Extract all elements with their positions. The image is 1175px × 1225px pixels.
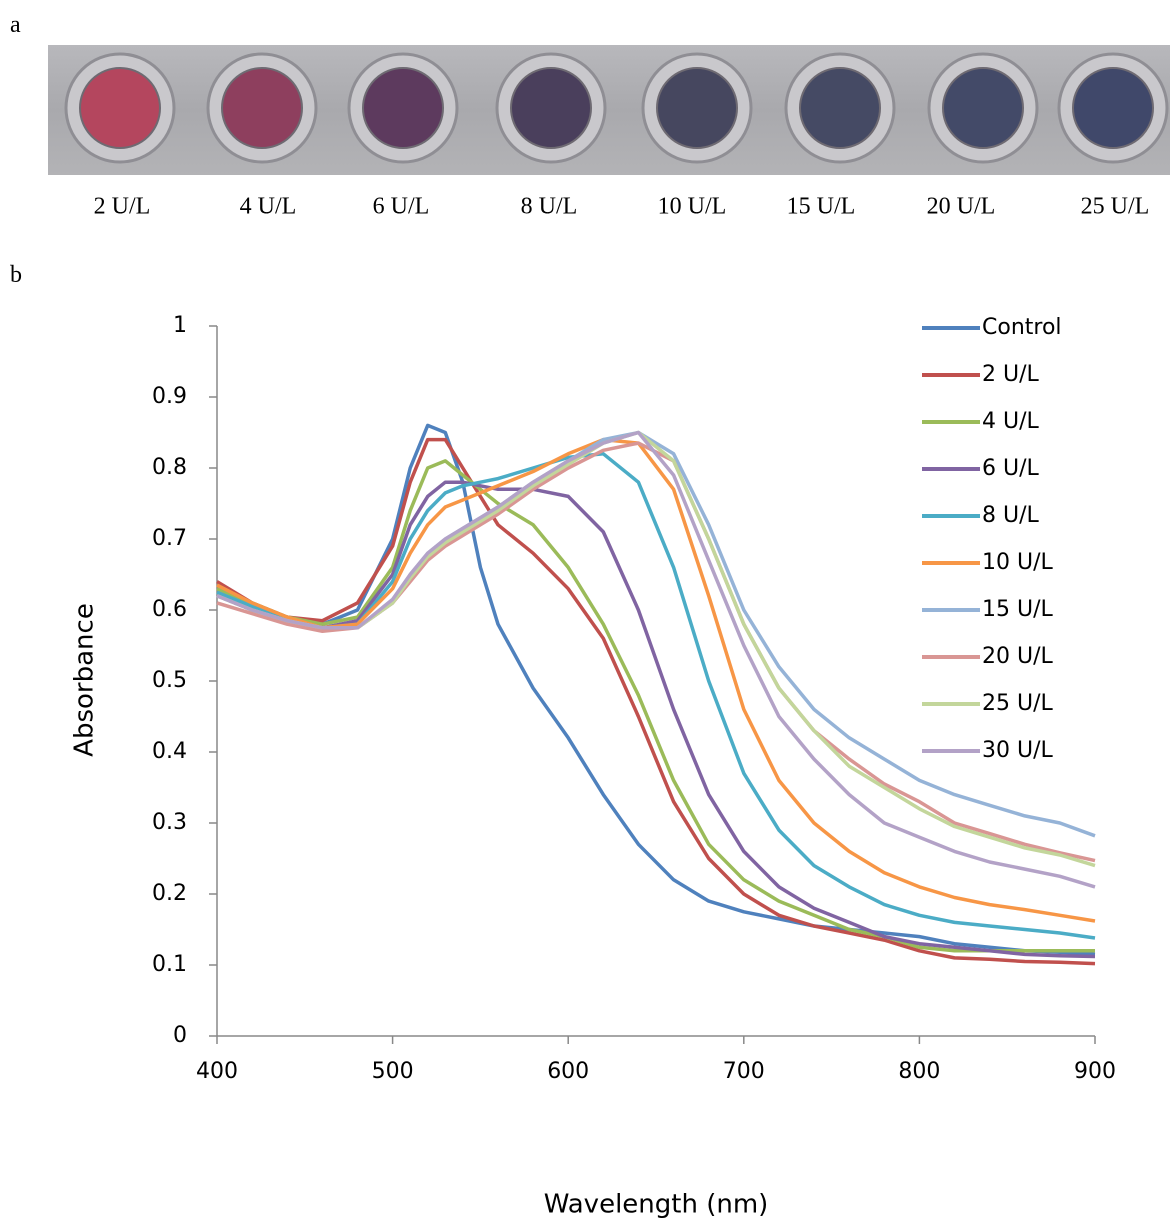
well bbox=[221, 67, 303, 149]
x-tick-label: 600 bbox=[547, 1059, 589, 1084]
well bbox=[799, 67, 881, 149]
x-tick-label: 800 bbox=[898, 1059, 940, 1084]
x-tick-label: 400 bbox=[196, 1059, 238, 1084]
legend-label: 8 U/L bbox=[982, 503, 1040, 528]
x-axis-title: Wavelength (nm) bbox=[544, 1190, 769, 1220]
legend-label: 2 U/L bbox=[982, 362, 1040, 387]
series-line bbox=[216, 430, 1096, 889]
y-tick-label: 0.4 bbox=[152, 739, 187, 764]
legend-label: 25 U/L bbox=[982, 691, 1054, 716]
y-tick-label: 0.1 bbox=[152, 952, 187, 977]
y-tick-label: 0.5 bbox=[152, 668, 187, 693]
y-axis-title: Absorbance bbox=[70, 603, 100, 757]
well-label: 4 U/L bbox=[240, 194, 297, 220]
y-tick-label: 0.2 bbox=[152, 881, 187, 906]
x-tick-label: 700 bbox=[723, 1059, 765, 1084]
legend-label: 15 U/L bbox=[982, 597, 1054, 622]
panel-label: a bbox=[10, 12, 21, 38]
series-line bbox=[216, 480, 1096, 959]
well-label: 25 U/L bbox=[1081, 194, 1150, 220]
series-line bbox=[216, 430, 1096, 868]
y-tick-label: 0 bbox=[173, 1023, 187, 1048]
legend-label: 6 U/L bbox=[982, 456, 1040, 481]
legend-label: 10 U/L bbox=[982, 550, 1054, 575]
well-photo: 2 U/L 4 U/L 6 U/L 8 U/L 10 U/L 15 U/L 20 U/L 25… bbox=[48, 45, 1170, 220]
well-label: 8 U/L bbox=[521, 194, 578, 220]
series-line bbox=[216, 452, 1096, 940]
legend-label: Control bbox=[982, 315, 1062, 340]
series-line bbox=[216, 459, 1095, 953]
series-line bbox=[216, 430, 1096, 838]
well-label: 20 U/L bbox=[927, 194, 996, 220]
well bbox=[1072, 67, 1154, 149]
well-label: 10 U/L bbox=[658, 194, 727, 220]
y-tick-label: 0.6 bbox=[152, 597, 187, 622]
well bbox=[79, 67, 161, 149]
well bbox=[942, 67, 1024, 149]
well bbox=[510, 67, 592, 149]
series-line bbox=[216, 437, 1096, 966]
series-line bbox=[216, 437, 1096, 923]
y-tick-label: 0.9 bbox=[152, 384, 187, 409]
well bbox=[656, 67, 738, 149]
y-tick-label: 0.3 bbox=[152, 810, 187, 835]
x-tick-label: 900 bbox=[1074, 1059, 1116, 1084]
well-label: 6 U/L bbox=[373, 194, 430, 220]
series-line bbox=[216, 423, 1096, 957]
legend-label: 4 U/L bbox=[982, 409, 1040, 434]
chart: Absorbance Wavelength (nm) 0 0.1 0.2 0.3 0.4… bbox=[70, 313, 1117, 1220]
well bbox=[362, 67, 444, 149]
legend-label: 30 U/L bbox=[982, 738, 1054, 763]
well-label: 15 U/L bbox=[787, 194, 856, 220]
legend-label: 20 U/L bbox=[982, 644, 1054, 669]
y-tick-label: 0.7 bbox=[152, 526, 187, 551]
y-tick-label: 0.8 bbox=[152, 455, 187, 480]
panel-label: b bbox=[10, 262, 22, 288]
x-tick-label: 500 bbox=[372, 1059, 414, 1084]
y-tick-label: 1 bbox=[173, 313, 187, 338]
well-label: 2 U/L bbox=[94, 194, 151, 220]
